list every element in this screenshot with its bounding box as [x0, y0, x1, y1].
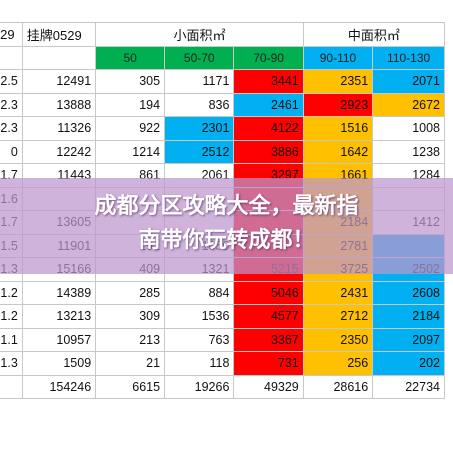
header-range-50[interactable]: 50: [95, 45, 166, 70]
table-cell[interactable]: 731: [233, 351, 304, 376]
table-cell[interactable]: 22734: [372, 374, 445, 399]
table-cell[interactable]: 2.3: [0, 92, 23, 117]
table-row: 2.3 13888 194 836 2461 2923 2672: [0, 92, 445, 117]
header-row-1: 29 挂牌0529 小面积㎡ 中面积㎡: [0, 22, 446, 47]
header2-col-b[interactable]: [21, 45, 97, 70]
table-cell[interactable]: 1.2: [0, 304, 23, 329]
table-cell[interactable]: 154246: [21, 374, 97, 399]
table-row: 1.3 1509 21 118 731 256 202: [0, 351, 445, 376]
table-row: 1.2 14389 285 884 5046 2431 2608: [0, 280, 445, 305]
table-cell[interactable]: 884: [164, 280, 235, 305]
table-cell[interactable]: 256: [302, 351, 374, 376]
caption-line-2: 南带你玩转成都！: [138, 228, 315, 253]
table-cell[interactable]: 2431: [302, 280, 374, 305]
table-cell[interactable]: 763: [164, 327, 235, 352]
table-cell[interactable]: 28616: [302, 374, 374, 399]
header-range-50-70[interactable]: 50-70: [164, 45, 235, 70]
table-cell[interactable]: 2097: [372, 327, 445, 352]
table-cell[interactable]: 3441: [233, 69, 304, 94]
table-cell[interactable]: 1008: [372, 116, 445, 141]
header-col-a[interactable]: 29: [0, 22, 23, 47]
header-range-70-90[interactable]: 70-90: [233, 45, 304, 70]
table-cell[interactable]: 2184: [372, 304, 445, 329]
table-cell[interactable]: 11326: [21, 116, 97, 141]
table-cell[interactable]: 6615: [95, 374, 166, 399]
header-medium-area[interactable]: 中面积㎡: [302, 22, 446, 47]
table-cell[interactable]: 19266: [164, 374, 235, 399]
table-cell[interactable]: 12242: [21, 139, 97, 164]
table-cell[interactable]: 309: [95, 304, 166, 329]
table-cell[interactable]: 1.2: [0, 280, 23, 305]
table-cell[interactable]: 2.5: [0, 69, 23, 94]
table-cell[interactable]: 4577: [233, 304, 304, 329]
header-range-110-130[interactable]: 110-130: [372, 45, 445, 70]
header-range-90-110[interactable]: 90-110: [302, 45, 374, 70]
banner-overlay: [0, 178, 453, 274]
table-row: 0 12242 1214 2512 3886 1642 1238: [0, 139, 445, 164]
table-cell[interactable]: 4122: [233, 116, 304, 141]
table-cell[interactable]: 285: [95, 280, 166, 305]
table-cell[interactable]: [0, 374, 23, 399]
table-cell[interactable]: 2071: [372, 69, 445, 94]
table-cell[interactable]: 2461: [233, 92, 304, 117]
table-cell[interactable]: 202: [372, 351, 445, 376]
table-cell[interactable]: 118: [164, 351, 235, 376]
table-cell[interactable]: 2512: [164, 139, 235, 164]
table-cell[interactable]: 13213: [21, 304, 97, 329]
table-cell[interactable]: 922: [95, 116, 166, 141]
table-cell[interactable]: 1536: [164, 304, 235, 329]
table-cell[interactable]: 2608: [372, 280, 445, 305]
table-cell[interactable]: 14389: [21, 280, 97, 305]
table-row: 154246 6615 19266 49329 28616 22734: [0, 374, 445, 399]
header-small-area[interactable]: 小面积㎡: [95, 22, 304, 47]
table-cell[interactable]: 2.3: [0, 116, 23, 141]
table-cell[interactable]: 0: [0, 139, 23, 164]
table-cell[interactable]: 1516: [302, 116, 374, 141]
table-cell[interactable]: 10957: [21, 327, 97, 352]
table-cell[interactable]: 2350: [302, 327, 374, 352]
table-cell[interactable]: 3886: [233, 139, 304, 164]
table-cell[interactable]: 3367: [233, 327, 304, 352]
caption-line-1: 成都分区攻略大全，最新指: [94, 194, 359, 219]
header2-col-a[interactable]: [0, 45, 23, 70]
table-cell[interactable]: 2923: [302, 92, 374, 117]
header-row-2: 50 50-70 70-90 90-110 110-130: [0, 45, 445, 70]
table-cell[interactable]: 2672: [372, 92, 445, 117]
table-cell[interactable]: 49329: [233, 374, 304, 399]
table-cell[interactable]: 1642: [302, 139, 374, 164]
table-cell[interactable]: 2301: [164, 116, 235, 141]
table-cell[interactable]: 21: [95, 351, 166, 376]
header-listing[interactable]: 挂牌0529: [21, 22, 97, 47]
table-cell[interactable]: 305: [95, 69, 166, 94]
table-cell[interactable]: 1.3: [0, 351, 23, 376]
table-cell[interactable]: 213: [95, 327, 166, 352]
table-cell[interactable]: 1.1: [0, 327, 23, 352]
table-cell[interactable]: 836: [164, 92, 235, 117]
table-cell[interactable]: 13888: [21, 92, 97, 117]
banner-caption: 成都分区攻略大全，最新指 南带你玩转成都！: [0, 190, 453, 258]
table-row: 2.3 11326 922 2301 4122 1516 1008: [0, 116, 445, 141]
table-cell[interactable]: 5046: [233, 280, 304, 305]
table-cell[interactable]: 12491: [21, 69, 97, 94]
table-row: 2.5 12491 305 1171 3441 2351 2071: [0, 69, 445, 94]
table-row: 1.1 10957 213 763 3367 2350 2097: [0, 327, 445, 352]
table-cell[interactable]: 1509: [21, 351, 97, 376]
table-cell[interactable]: 194: [95, 92, 166, 117]
table-cell[interactable]: 1238: [372, 139, 445, 164]
table-cell[interactable]: 1214: [95, 139, 166, 164]
table-cell[interactable]: 1171: [164, 69, 235, 94]
table-row: 1.2 13213 309 1536 4577 2712 2184: [0, 304, 445, 329]
table-cell[interactable]: 2712: [302, 304, 374, 329]
table-cell[interactable]: 2351: [302, 69, 374, 94]
